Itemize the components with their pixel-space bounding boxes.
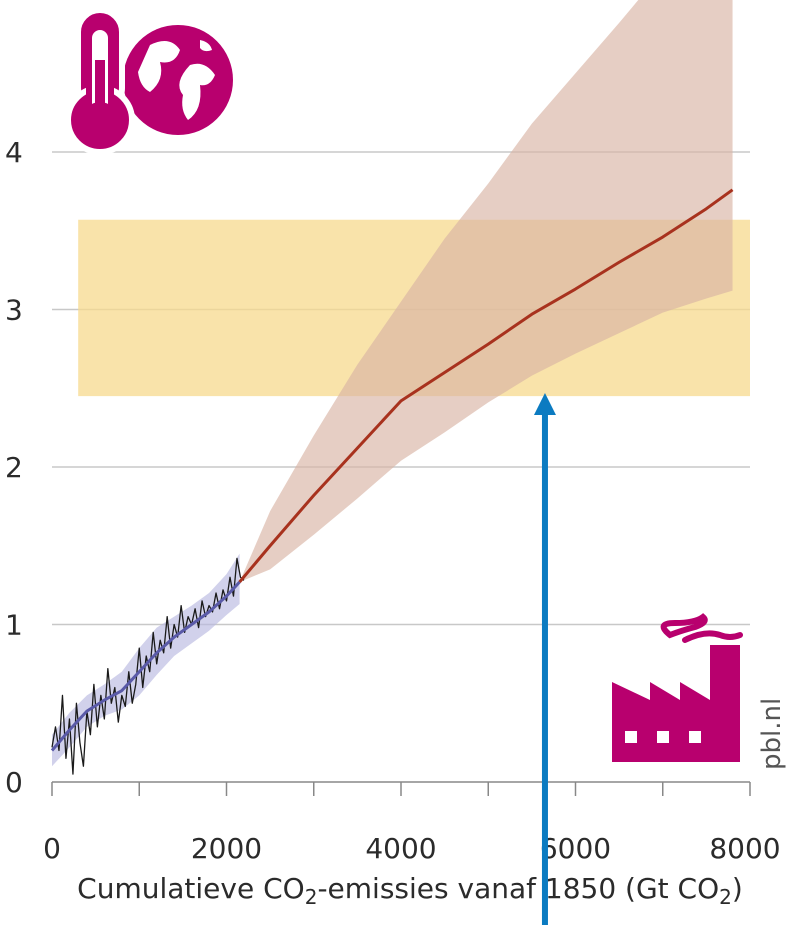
- x-tick-label: 4000: [365, 832, 436, 865]
- x-axis-title-part: ): [732, 872, 743, 905]
- x-axis-title: Cumulatieve CO2-emissies vanaf 1850 (Gt …: [77, 872, 743, 909]
- y-tick-label: 3: [5, 294, 23, 327]
- x-tick-label: 8000: [709, 832, 780, 865]
- projection-band: [239, 0, 733, 582]
- x-tick-label: 2000: [191, 832, 262, 865]
- projection-line: [238, 188, 734, 583]
- thermometer-globe-icon: [65, 7, 233, 155]
- x-tick-label: 6000: [540, 832, 611, 865]
- y-tick-label: 0: [5, 766, 23, 799]
- x-tick-label: 0: [43, 832, 61, 865]
- factory-icon: [612, 613, 743, 762]
- y-tick-label: 2: [5, 451, 23, 484]
- y-tick-label: 4: [5, 136, 23, 169]
- x-axis-title-part: -emissies vanaf 1850 (Gt CO: [317, 872, 719, 905]
- x-axis-title-part: Cumulatieve CO: [77, 872, 305, 905]
- x-axis-title-sub: 2: [719, 885, 732, 909]
- arrow-head: [533, 392, 556, 415]
- observed-smoothed-line: [50, 580, 241, 752]
- annotation-arrow: [533, 392, 556, 925]
- series-lines: [50, 188, 734, 775]
- y-axis: 0 1 2 3 4: [5, 136, 23, 799]
- source-label: pbl.nl: [757, 698, 787, 770]
- y-tick-label: 1: [5, 609, 23, 642]
- x-axis: 0 2000 4000 6000 8000: [43, 781, 781, 865]
- x-axis-title-sub: 2: [305, 885, 318, 909]
